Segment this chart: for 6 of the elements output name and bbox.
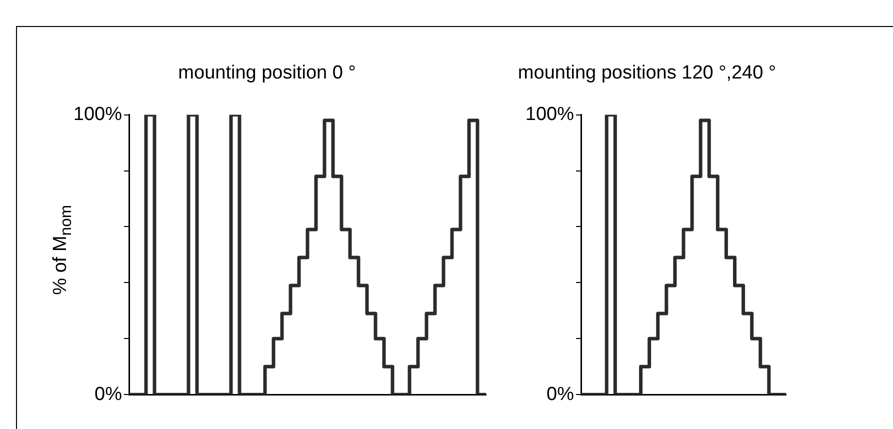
- y-tick-label: 0%: [546, 384, 574, 405]
- y-tick-label: 0%: [94, 384, 122, 405]
- y-tick-label: 100%: [73, 104, 122, 126]
- y-tick-label: 100%: [525, 104, 574, 126]
- chart-title: mounting positions 120 °,240 °: [518, 62, 776, 84]
- chart-title: mounting position 0 °: [178, 62, 356, 84]
